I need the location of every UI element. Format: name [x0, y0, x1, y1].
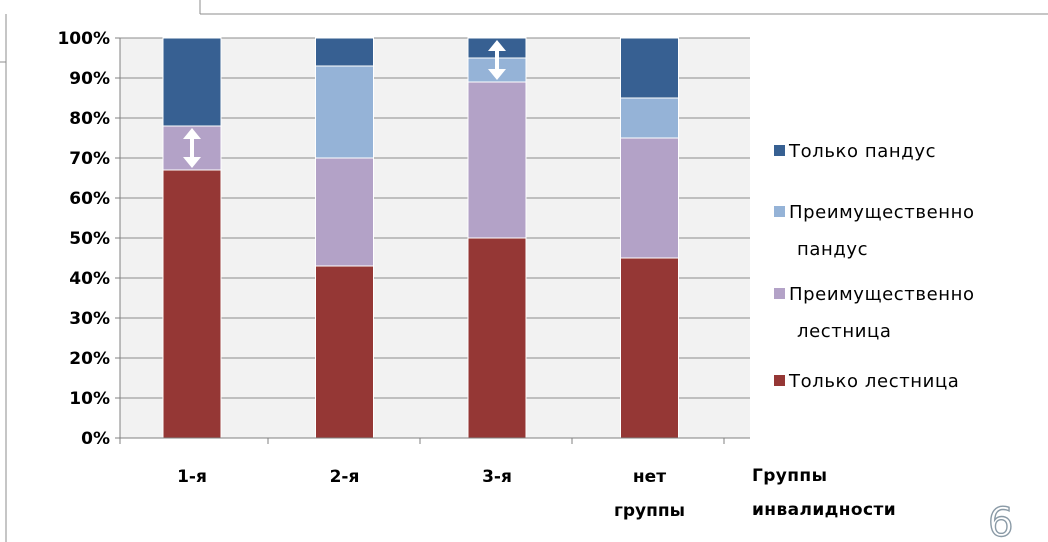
bar-segment — [620, 97, 679, 139]
axes — [115, 37, 750, 444]
double-arrow — [183, 128, 201, 168]
bar-segment — [162, 169, 222, 439]
legend: Только пандус Преимущественно пандус Преиму… — [774, 141, 975, 392]
bar-segment — [620, 137, 679, 259]
legend-label: лестница — [797, 321, 892, 342]
x-tick-label: 1-я — [177, 467, 207, 487]
y-tick-label: 70% — [69, 149, 110, 169]
legend-swatch — [774, 206, 785, 217]
y-tick-label: 80% — [69, 109, 110, 129]
bar-segment — [620, 37, 679, 99]
y-tick-label: 90% — [69, 69, 110, 89]
bar-segment — [315, 265, 374, 439]
legend-label: Только лестница — [788, 371, 959, 392]
bar-segment — [315, 65, 374, 159]
x-axis-title-line: Группы — [752, 466, 827, 486]
y-tick-label: 100% — [57, 29, 110, 49]
legend-swatch — [774, 375, 785, 386]
bar-segment — [162, 37, 222, 127]
bar-segment — [315, 37, 374, 67]
double-arrow — [488, 40, 506, 80]
double-arrow-head-up — [488, 40, 506, 51]
legend-swatch — [774, 288, 785, 299]
x-axis-label: Группы инвалидности — [752, 466, 896, 520]
y-tick-label: 20% — [69, 349, 110, 369]
page-number-mark: 6 — [988, 500, 1013, 542]
x-tick-label: нет — [633, 467, 666, 487]
double-arrow-head-down — [183, 157, 201, 168]
y-axis-ticks: 0% 10% 20% 30% 40% 50% 60% 70% 80% 90% 100% — [57, 29, 110, 449]
double-arrow-head-down — [488, 69, 506, 80]
annotations — [183, 40, 506, 168]
bar-segment — [315, 157, 374, 267]
x-tick-label: 2-я — [330, 467, 360, 487]
x-axis-title-line: инвалидности — [752, 500, 896, 520]
x-tick-label: группы — [614, 501, 685, 521]
x-axis-ticks: 1-я 2-я 3-я нет группы — [177, 467, 685, 521]
y-tick-label: 50% — [69, 229, 110, 249]
y-tick-label: 10% — [69, 389, 110, 409]
x-tick-label: 3-я — [482, 467, 512, 487]
bar-segment — [467, 81, 527, 239]
y-tick-label: 30% — [69, 309, 110, 329]
legend-label: Преимущественно — [789, 284, 975, 305]
legend-label: Преимущественно — [789, 202, 975, 223]
y-tick-label: 40% — [69, 269, 110, 289]
legend-swatch — [774, 145, 785, 156]
legend-label: Только пандус — [788, 141, 936, 162]
double-arrow-head-up — [183, 128, 201, 139]
bar-segment — [620, 257, 679, 439]
bar-segment — [467, 237, 527, 439]
legend-label: пандус — [797, 239, 868, 260]
y-tick-label: 0% — [81, 429, 110, 449]
y-tick-label: 60% — [69, 189, 110, 209]
